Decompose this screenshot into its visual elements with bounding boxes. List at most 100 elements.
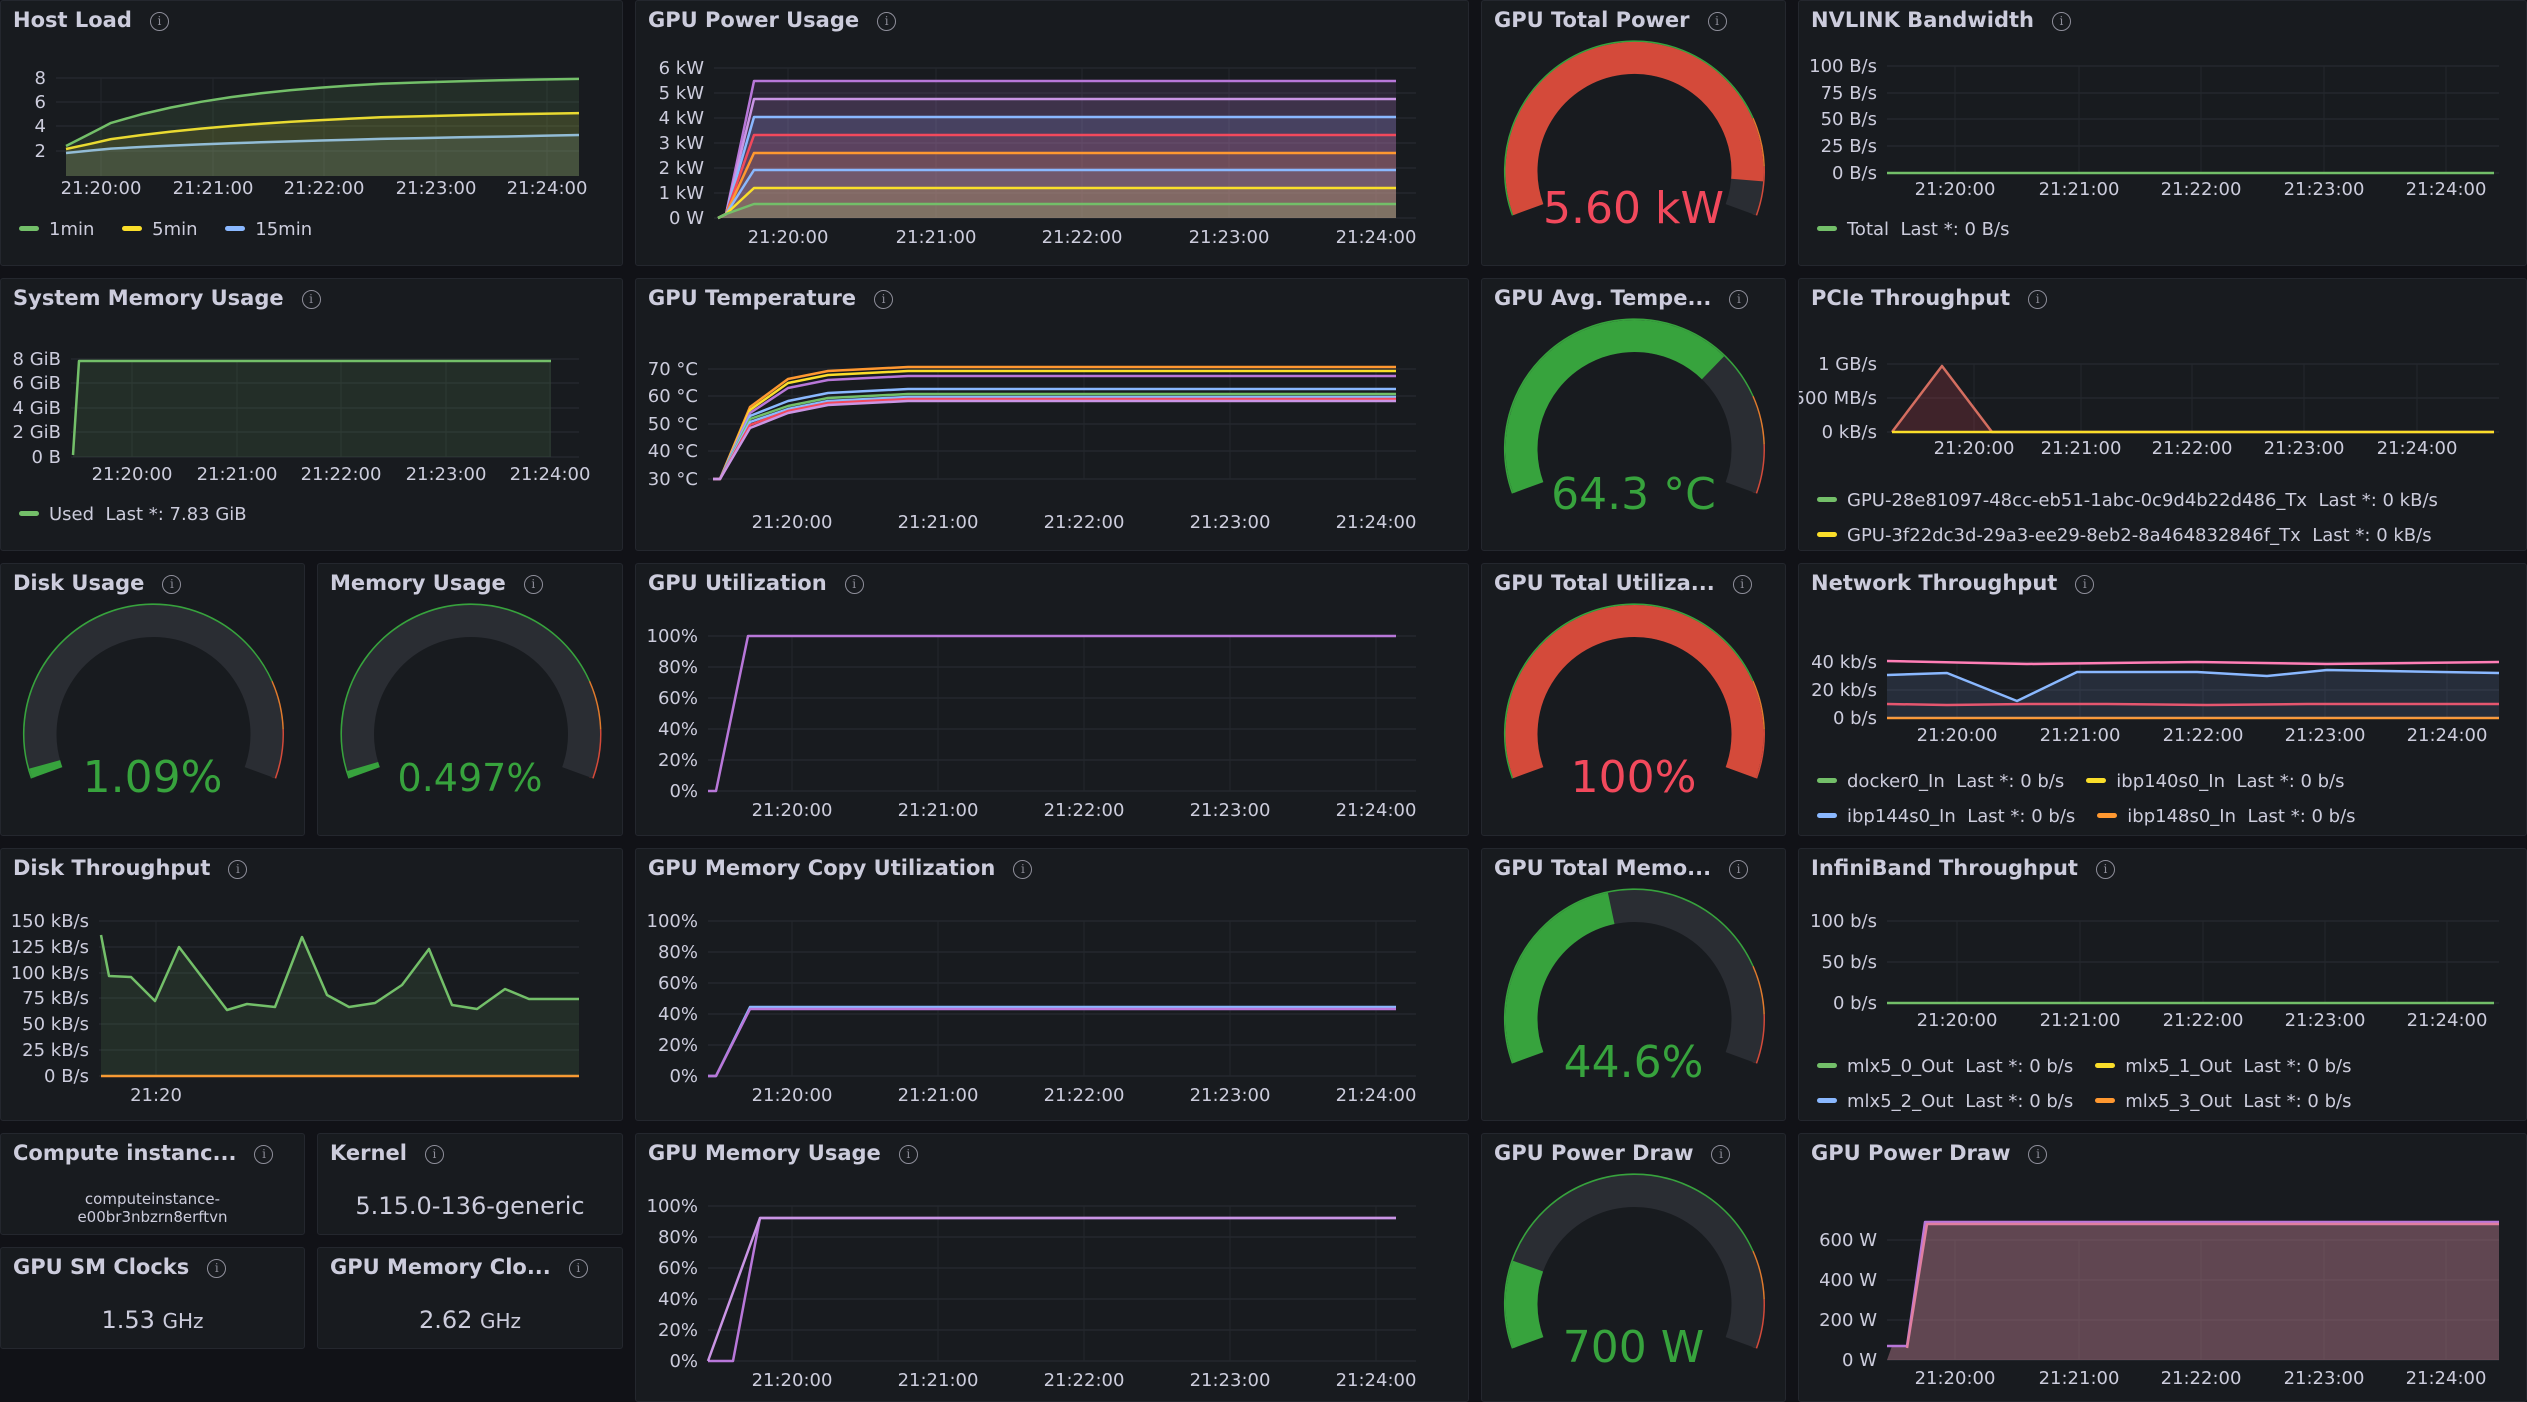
panel-gpu-power-draw-gauge[interactable]: GPU Power Draw i 700 W <box>1481 1133 1786 1402</box>
panel-disk-usage[interactable]: Disk Usage i 1.09% <box>0 563 305 836</box>
panel-gpu-power-draw-chart[interactable]: GPU Power Draw i 600 W 400 W 200 W 0 W 21:20:… <box>1798 1133 2527 1402</box>
x-tick-label: 21:22:00 <box>2152 438 2233 459</box>
y-tick-label: 20 kb/s <box>1811 680 1877 701</box>
y-tick-label: 0 B/s <box>1832 163 1877 184</box>
info-icon[interactable]: i <box>877 12 897 31</box>
panel-infiniband-throughput[interactable]: InfiniBand Throughput i 100 b/s 50 b/s 0 b/… <box>1798 848 2527 1121</box>
panel-gpu-total-memory[interactable]: GPU Total Memo... i 44.6% <box>1481 848 1786 1121</box>
x-tick-label: 21:22:00 <box>284 178 365 199</box>
legend-item[interactable]: ibp144s0_In Last *: 0 b/s <box>1817 799 2075 834</box>
info-icon[interactable]: i <box>254 1145 274 1164</box>
legend-item[interactable]: 15min <box>225 219 312 240</box>
panel-gpu-avg-temp[interactable]: GPU Avg. Tempe... i 64.3 °C <box>1481 278 1786 551</box>
y-tick-label: 25 B/s <box>1821 136 1877 157</box>
legend-item[interactable]: GPU-28e81097-48cc-eb51-1abc-0c9d4b22d486… <box>1817 483 2438 518</box>
x-tick-label: 21:23:00 <box>2264 438 2345 459</box>
panel-disk-throughput[interactable]: Disk Throughput i 150 kB/s 125 kB/s 100 kB/… <box>0 848 623 1121</box>
legend-item[interactable]: GPU-3f22dc3d-29a3-ee29-8eb2-8a464832846f… <box>1817 518 2438 550</box>
info-icon[interactable]: i <box>844 575 864 594</box>
info-icon[interactable]: i <box>1013 860 1033 879</box>
info-icon[interactable]: i <box>2075 575 2095 594</box>
legend-item[interactable]: 5min <box>122 219 198 240</box>
panel-network-throughput[interactable]: Network Throughput i 40 kb/s 20 kb/s 0 b/s 2… <box>1798 563 2527 836</box>
series-1min-area <box>66 78 579 176</box>
panel-gpu-memory-clocks[interactable]: GPU Memory Clo... i 2.62 GHz <box>317 1247 623 1349</box>
system-memory-chart: 8 GiB 6 GiB 4 GiB 2 GiB 0 B 21:20:00 21:21:00 2… <box>13 349 591 485</box>
info-icon[interactable]: i <box>424 1145 444 1164</box>
info-icon[interactable]: i <box>2028 290 2048 309</box>
panel-title: Disk Usage <box>13 571 145 595</box>
info-icon[interactable]: i <box>898 1145 918 1164</box>
x-tick-label: 21:24:00 <box>1336 800 1417 821</box>
y-tick-label: 0 W <box>669 208 704 229</box>
y-tick-label: 6 GiB <box>13 373 61 394</box>
info-icon[interactable]: i <box>1729 860 1749 879</box>
x-tick-label: 21:24:00 <box>2377 438 2458 459</box>
legend-item[interactable]: Used Last *: 7.83 GiB <box>19 504 247 525</box>
gauge-value-arc <box>1505 605 1764 779</box>
info-icon[interactable]: i <box>523 575 543 594</box>
panel-gpu-power-usage[interactable]: GPU Power Usage i 6 kW 5 kW 4 kW 3 kW 2 kW 1 k… <box>635 0 1469 266</box>
legend-item[interactable]: Total Last *: 0 B/s <box>1817 219 2009 240</box>
panel-memory-usage[interactable]: Memory Usage i 0.497% <box>317 563 623 836</box>
info-icon[interactable]: i <box>2051 12 2071 31</box>
legend-item[interactable]: 1min <box>19 219 94 240</box>
info-icon[interactable]: i <box>1729 290 1749 309</box>
pcie-spike-area <box>1892 366 1992 432</box>
legend-item[interactable]: mlx5_2_Out Last *: 0 b/s <box>1817 1084 2073 1119</box>
info-icon[interactable]: i <box>1711 1145 1731 1164</box>
gauge <box>1503 1173 1765 1349</box>
legend-item[interactable]: docker0_In Last *: 0 b/s <box>1817 764 2064 799</box>
panel-gpu-temperature[interactable]: GPU Temperature i 70 °C 60 °C 50 °C 40 °C 30 … <box>635 278 1469 551</box>
panel-title: InfiniBand Throughput <box>1811 856 2078 880</box>
info-icon[interactable]: i <box>2028 1145 2048 1164</box>
panel-title: Kernel <box>330 1141 407 1165</box>
panel-gpu-sm-clocks[interactable]: GPU SM Clocks i 1.53 GHz <box>0 1247 305 1349</box>
x-tick-label: 21:23:00 <box>406 464 487 485</box>
gpu-power-series <box>717 202 1396 220</box>
info-icon[interactable]: i <box>149 12 169 31</box>
panel-host-load[interactable]: Host Load i 8 6 4 2 21:20:00 21:21:00 21:22:00 2… <box>0 0 623 266</box>
x-tick-label: 21:22:00 <box>1042 227 1123 248</box>
info-icon[interactable]: i <box>228 860 248 879</box>
utilization-series <box>708 634 1396 793</box>
y-tick-label: 60% <box>658 973 698 994</box>
panel-system-memory-usage[interactable]: System Memory Usage i 8 GiB 6 GiB 4 GiB 2 Gi… <box>0 278 623 551</box>
gauge-value-arc <box>1505 41 1764 216</box>
info-icon[interactable]: i <box>874 290 894 309</box>
legend-item[interactable]: mlx5_1_Out Last *: 0 b/s <box>2095 1049 2351 1084</box>
info-icon[interactable]: i <box>1732 575 1752 594</box>
legend-item[interactable]: mlx5_3_Out Last *: 0 b/s <box>2095 1084 2351 1119</box>
info-icon[interactable]: i <box>2095 860 2115 879</box>
info-icon[interactable]: i <box>207 1259 227 1278</box>
legend-item[interactable]: ibp140s0_In Last *: 0 b/s <box>2086 764 2345 799</box>
gauge <box>1503 40 1765 216</box>
panel-nvlink-bandwidth[interactable]: NVLINK Bandwidth i 100 B/s 75 B/s 50 B/s 25 … <box>1798 0 2527 266</box>
y-tick-label: 40% <box>658 1289 698 1310</box>
legend-item[interactable]: mlx5_0_Out Last *: 0 b/s <box>1817 1049 2073 1084</box>
y-tick-label: 100% <box>647 626 698 647</box>
legend-item[interactable]: ibp148s0_In Last *: 0 b/s <box>2097 799 2356 834</box>
info-icon[interactable]: i <box>568 1259 588 1278</box>
gpu-power-usage-chart: 6 kW 5 kW 4 kW 3 kW 2 kW 1 kW 0 W 21:20:00 21:21… <box>659 58 1417 248</box>
disk-read-series <box>99 934 579 1012</box>
info-icon[interactable]: i <box>301 290 321 309</box>
panel-gpu-memory-copy-utilization[interactable]: GPU Memory Copy Utilization i 100% 80% 60% 4… <box>635 848 1469 1121</box>
panel-pcie-throughput[interactable]: PCIe Throughput i 1 GB/s 500 MB/s 0 kB/s 21:… <box>1798 278 2527 551</box>
info-icon[interactable]: i <box>162 575 182 594</box>
panel-gpu-total-power[interactable]: GPU Total Power i 5.60 kW <box>1481 0 1786 266</box>
stat-value: computeinstance-e00br3nbzrn8erftvn <box>77 1190 228 1226</box>
info-icon[interactable]: i <box>1707 12 1727 31</box>
x-tick-label: 21:21:00 <box>2040 1010 2121 1031</box>
stat-value: 5.15.0-136-generic <box>355 1192 585 1220</box>
panel-title: GPU SM Clocks <box>13 1255 190 1279</box>
y-tick-label: 60% <box>658 688 698 709</box>
x-tick-label: 21:20:00 <box>1917 1010 1998 1031</box>
memcopy-series-purple <box>708 1007 1396 1078</box>
panel-compute-instance[interactable]: Compute instanc... i computeinstance-e00b… <box>0 1133 305 1235</box>
x-tick-label: 21:23:00 <box>1190 1085 1271 1106</box>
panel-gpu-utilization[interactable]: GPU Utilization i 100% 80% 60% 40% 20% 0% 21:20… <box>635 563 1469 836</box>
panel-kernel[interactable]: Kernel i 5.15.0-136-generic <box>317 1133 623 1235</box>
panel-gpu-total-utilization[interactable]: GPU Total Utiliza... i 100% <box>1481 563 1786 836</box>
panel-gpu-memory-usage[interactable]: GPU Memory Usage i 100% 80% 60% 40% 20% 0% 21:2… <box>635 1133 1469 1402</box>
